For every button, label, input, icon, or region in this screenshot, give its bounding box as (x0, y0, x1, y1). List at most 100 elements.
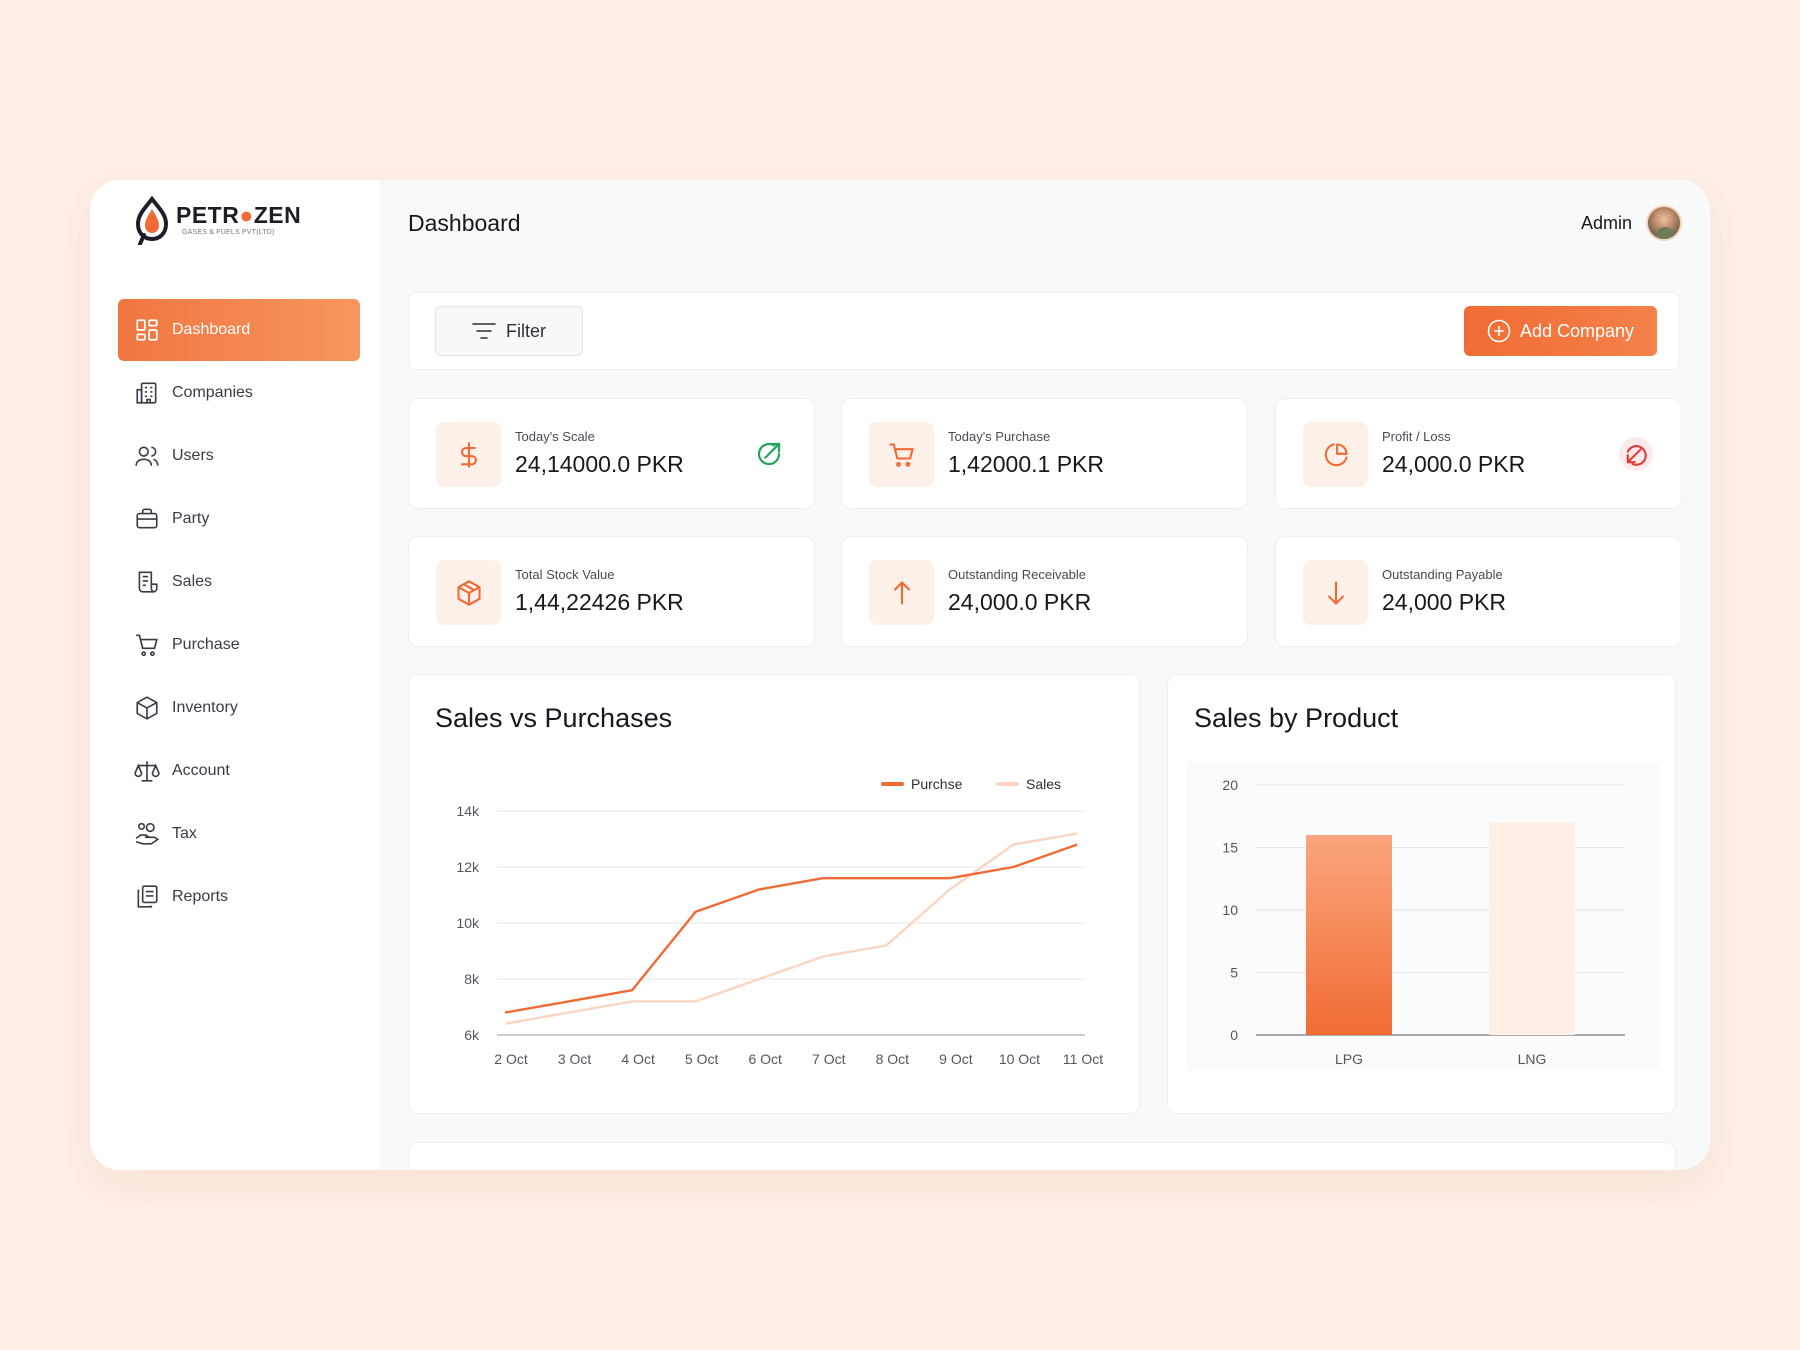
brand-o-drop: ● (239, 202, 254, 228)
dollar-icon (460, 441, 477, 468)
series-line-sales[interactable] (504, 832, 1078, 1025)
chart-title: Sales by Product (1194, 703, 1399, 733)
line-chart: 6k 8k 10k 12k 14k 2 Oct 3 Oct 4 Oct 5 Oct 6 Oct 7 … (456, 776, 1103, 1067)
sidebar-item-label: Dashboard (172, 321, 251, 338)
sidebar-item-label: Companies (172, 384, 253, 401)
sidebar-item-party[interactable]: Party (118, 488, 360, 550)
copy-icon (137, 885, 158, 908)
sidebar-item-companies[interactable]: Companies (118, 362, 360, 424)
y-tick-label: 15 (1222, 840, 1238, 856)
x-tick-label: 10 Oct (999, 1051, 1040, 1067)
trend-down-icon (1626, 445, 1647, 466)
sidebar-item-users[interactable]: Users (118, 425, 360, 487)
sidebar-item-purchase[interactable]: Purchase (118, 614, 360, 676)
legend-label[interactable]: Purchse (911, 776, 963, 792)
sidebar-item-label: Party (172, 510, 210, 527)
stat-value: 24,14000.0 PKR (515, 451, 684, 477)
brand-name-part-1: PETR (176, 202, 240, 228)
sidebar-item-inventory[interactable]: Inventory (118, 677, 360, 739)
sidebar-item-label: Sales (172, 573, 213, 590)
stat-label: Outstanding Receivable (948, 567, 1087, 582)
bar-lng[interactable] (1489, 822, 1575, 1036)
add-company-button[interactable]: Add Company (1464, 306, 1657, 356)
x-tick-label: 8 Oct (876, 1051, 910, 1067)
user-name: Admin (1580, 212, 1632, 233)
stat-value: 24,000.0 PKR (1382, 451, 1526, 477)
scale-icon (134, 761, 160, 782)
x-tick-label: 11 Oct (1063, 1051, 1103, 1067)
user-menu[interactable]: Admin (1581, 205, 1682, 241)
series-line-purchse[interactable] (504, 843, 1078, 1014)
sidebar-item-reports[interactable]: Reports (118, 866, 360, 928)
stat-trend-badge (752, 437, 786, 471)
sidebar-item-sales[interactable]: Sales (118, 551, 360, 613)
stat-card-profit-loss[interactable]: Profit / Loss 24,000.0 PKR (1275, 398, 1682, 509)
plus-circle-icon (1487, 319, 1511, 343)
stat-card-total-stock-value[interactable]: Total Stock Value 1,44,22426 PKR (408, 536, 815, 647)
app-window: PETR●ZEN GASES & FUELS PVT(LTD) Dashboar… (90, 180, 1710, 1170)
brand-tagline: GASES & FUELS PVT(LTD) (182, 229, 275, 236)
brand-name: PETR●ZEN (176, 204, 301, 227)
brand-logo[interactable]: PETR●ZEN GASES & FUELS PVT(LTD) (134, 195, 301, 245)
x-tick-label: 3 Oct (558, 1051, 592, 1067)
arrow-up-icon (893, 580, 910, 605)
y-tick-label: 14k (456, 803, 480, 819)
x-tick-label: 2 Oct (494, 1051, 528, 1067)
pie-icon (1324, 442, 1348, 466)
arrow-down-icon (1327, 580, 1344, 605)
x-tick-label: 7 Oct (812, 1051, 846, 1067)
receipt-icon (138, 571, 158, 593)
y-tick-label: 10k (456, 915, 480, 931)
sidebar-item-label: Inventory (172, 699, 238, 716)
stat-label: Outstanding Payable (1382, 567, 1503, 582)
cart-icon (136, 634, 158, 657)
x-tick-label: 6 Oct (748, 1051, 782, 1067)
stat-icon-box (869, 422, 934, 487)
avatar[interactable] (1646, 205, 1682, 241)
stat-value: 24,000 PKR (1382, 589, 1507, 615)
bar-chart: 0 5 10 15 20 LPG LNG (1186, 761, 1660, 1071)
x-tick-label: 4 Oct (621, 1051, 655, 1067)
sales-by-product-panel: Sales by Product 0 5 10 15 20 LPG LNG (1167, 674, 1676, 1114)
sidebar-item-label: Purchase (172, 636, 240, 653)
legend-label[interactable]: Sales (1026, 776, 1061, 792)
cart-icon (888, 442, 914, 467)
sidebar-item-dashboard[interactable]: Dashboard (118, 299, 360, 361)
bar-lpg[interactable] (1306, 835, 1392, 1035)
toolbar: Filter Add Company (408, 292, 1680, 370)
box-icon (456, 579, 481, 606)
filter-button[interactable]: Filter (435, 306, 583, 356)
sidebar-item-label: Reports (172, 888, 229, 905)
sidebar: PETR●ZEN GASES & FUELS PVT(LTD) Dashboar… (90, 180, 380, 1170)
topbar: Dashboard Admin (408, 202, 1682, 244)
trend-up-icon (757, 442, 781, 466)
stat-icon-box (869, 560, 934, 625)
flame-drop-icon (135, 195, 169, 245)
hand-coin-icon (135, 822, 160, 845)
stat-card-outstanding-receivable[interactable]: Outstanding Receivable 24,000.0 PKR (841, 536, 1248, 647)
add-company-label: Add Company (1519, 320, 1635, 341)
stat-value: 1,42000.1 PKR (948, 451, 1105, 477)
stat-card-outstanding-payable[interactable]: Outstanding Payable 24,000 PKR (1275, 536, 1682, 647)
main-content: Dashboard Admin Filter Add Company Today… (380, 180, 1710, 1170)
stat-card-todays-scale[interactable]: Today's Scale 24,14000.0 PKR (408, 398, 815, 509)
stat-icon-box (436, 422, 501, 487)
y-tick-label: 6k (464, 1027, 480, 1043)
x-tick-label: LPG (1335, 1051, 1363, 1067)
x-tick-label: 9 Oct (939, 1051, 973, 1067)
y-tick-label: 12k (456, 859, 480, 875)
sidebar-item-tax[interactable]: Tax (118, 803, 360, 865)
brand-name-part-2: ZEN (253, 202, 302, 228)
x-tick-label: 5 Oct (685, 1051, 719, 1067)
stat-card-todays-purchase[interactable]: Today's Purchase 1,42000.1 PKR (841, 398, 1248, 509)
y-tick-label: 20 (1222, 777, 1238, 793)
stat-label: Total Stock Value (515, 567, 615, 582)
filter-lines-icon (472, 323, 496, 339)
stat-label: Profit / Loss (1382, 429, 1451, 444)
stat-value: 1,44,22426 PKR (515, 589, 684, 615)
sidebar-item-account[interactable]: Account (118, 740, 360, 802)
stat-label: Today's Purchase (948, 429, 1051, 444)
box-icon (136, 696, 158, 720)
sidebar-item-label: Tax (172, 825, 197, 842)
x-tick-label: LNG (1518, 1051, 1547, 1067)
